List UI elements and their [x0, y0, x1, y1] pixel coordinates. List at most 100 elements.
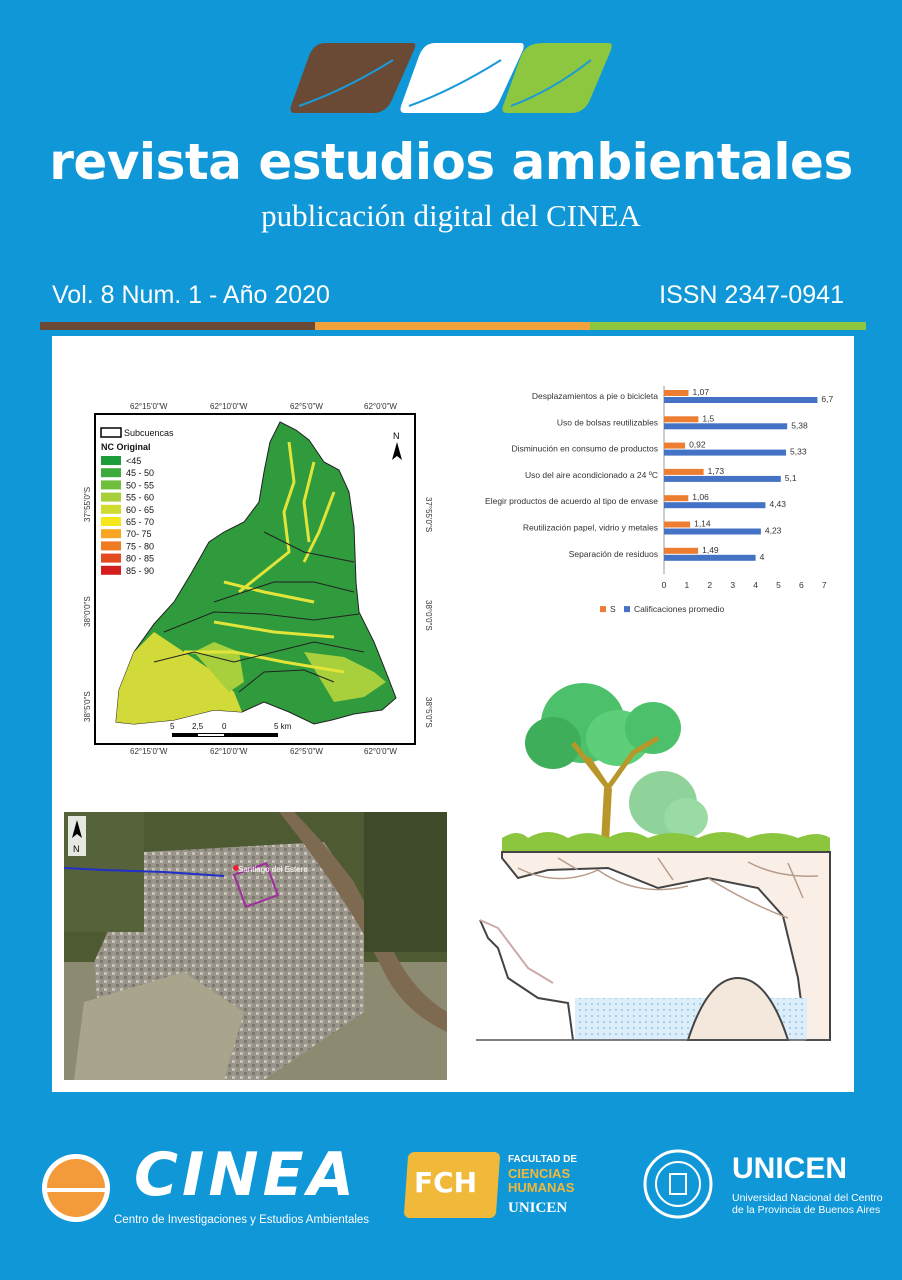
aerial-photo: Santiago del Estero N	[64, 812, 447, 1080]
x-tick-label: 3	[730, 580, 735, 590]
legend-label: S	[610, 604, 616, 614]
x-tick-label: 4	[753, 580, 758, 590]
map-legend: Subcuencas NC Original <45 45 - 50 50 - 55…	[100, 427, 174, 576]
legend-swatch	[600, 606, 606, 613]
watershed-area	[115, 421, 397, 725]
x-tick-label: 7	[822, 580, 827, 590]
data-label: 5,33	[790, 447, 807, 457]
data-label: 1,73	[708, 466, 725, 476]
legend-subcuencas: Subcuencas	[124, 428, 174, 438]
volume-info: Vol. 8 Num. 1 - Año 2020	[52, 281, 330, 309]
lon-label: 62°10'0"W	[210, 402, 248, 411]
legend-label: 75 - 80	[126, 541, 154, 551]
lon-label: 62°15'0"W	[130, 402, 168, 411]
legend-label: 55 - 60	[126, 493, 154, 503]
legend-swatch	[101, 565, 121, 575]
svg-text:N: N	[73, 844, 80, 854]
lon-label: 62°0'0"W	[364, 747, 397, 756]
lon-label: 62°10'0"W	[210, 747, 248, 756]
data-label: 1,14	[694, 519, 711, 529]
svg-text:5 km: 5 km	[274, 722, 292, 731]
lat-label: 38°0'0"S	[83, 596, 92, 627]
lat-label: 37°55'0"S	[424, 497, 433, 532]
legend-swatch	[101, 517, 121, 526]
svg-text:N: N	[393, 431, 400, 441]
bar	[664, 416, 699, 423]
bar	[664, 423, 788, 430]
journal-subtitle: publicación digital del CINEA	[261, 198, 641, 233]
category-label: Uso de bolsas reutilizables	[557, 417, 658, 427]
fch-badge: FCH	[414, 1166, 478, 1199]
brown-leaf-icon	[290, 43, 416, 113]
data-label: 1,06	[692, 492, 709, 502]
x-tick-label: 2	[707, 580, 712, 590]
data-label: 1,5	[702, 413, 714, 423]
legend-swatch	[101, 529, 121, 539]
bar-chart: Desplazamientos a pie o bicicleta 1,07 6,7…	[458, 352, 842, 632]
data-label: 1,49	[702, 545, 719, 555]
legend-swatch	[101, 456, 121, 465]
legend-label: 50 - 55	[126, 480, 154, 490]
bar	[664, 521, 691, 528]
legend-label: 65 - 70	[126, 517, 154, 527]
lat-label: 38°0'0"S	[424, 600, 433, 631]
category-label: Desplazamientos a pie o bicicleta	[532, 391, 658, 401]
bar	[664, 495, 689, 502]
svg-text:5: 5	[170, 722, 175, 731]
legend-swatch	[101, 468, 121, 478]
x-tick-label: 1	[685, 580, 690, 590]
lon-label: 62°0'0"W	[364, 402, 397, 411]
watershed-map: 62°15'0"W 62°10'0"W 62°5'0"W 62°0'0"W 62…	[64, 352, 447, 800]
data-label: 5,1	[785, 473, 797, 483]
legend-title: NC Original	[101, 442, 151, 452]
x-tick-label: 6	[799, 580, 804, 590]
journal-title: revista estudios ambientales	[49, 133, 853, 191]
legend-swatch	[101, 492, 121, 502]
lat-label: 38°5'0"S	[424, 697, 433, 728]
legend-label: <45	[126, 456, 141, 466]
legend-label: 70- 75	[126, 529, 152, 539]
category-label: Uso del aire acondicionado a 24 ºC	[525, 470, 658, 480]
leaves-logo	[290, 43, 612, 113]
issn: ISSN 2347-0941	[659, 281, 844, 309]
legend-swatch	[101, 480, 121, 490]
category-label: Elegir productos de acuerdo al tipo de e…	[485, 496, 658, 506]
x-tick-label: 5	[776, 580, 781, 590]
bar	[664, 468, 704, 475]
cinea-name: CINEA	[134, 1140, 358, 1210]
category-label: Separación de residuos	[569, 549, 658, 559]
legend-label: 60 - 65	[126, 505, 154, 515]
svg-text:2,5: 2,5	[192, 722, 204, 731]
cinea-logo: CINEA Centro de Investigaciones y Estudi…	[40, 1140, 370, 1230]
north-arrow-icon: N	[68, 816, 86, 856]
bar	[664, 390, 689, 396]
data-label: 4,43	[769, 499, 786, 509]
unicen-name: UNICEN	[732, 1152, 848, 1185]
north-arrow-icon: N	[392, 431, 402, 460]
fch-logo: FCH FACULTAD DE CIENCIAS HUMANAS UNICEN	[403, 1148, 596, 1222]
svg-text:0: 0	[222, 722, 227, 731]
place-label: Santiago del Estero	[238, 865, 308, 874]
category-label: Reutilización papel, vidrio y metales	[523, 523, 658, 533]
legend-label: Calificaciones promedio	[634, 604, 725, 614]
legend-swatch	[101, 541, 121, 551]
data-label: 0,92	[689, 440, 706, 450]
data-label: 1,07	[693, 387, 710, 397]
bar	[664, 528, 761, 535]
lon-label: 62°5'0"W	[290, 747, 323, 756]
bar	[664, 397, 818, 403]
data-label: 5,38	[791, 420, 808, 430]
white-leaf-icon	[400, 43, 524, 113]
x-tick-label: 0	[662, 580, 667, 590]
legend-label: 85 - 90	[126, 566, 154, 576]
color-stripe	[40, 322, 866, 330]
bar	[664, 442, 686, 449]
bar	[664, 547, 699, 554]
data-label: 4	[760, 552, 765, 562]
unicen-seal-icon	[643, 1149, 713, 1219]
bar	[664, 554, 756, 561]
scale-bar: 5 2,5 0 5 km	[170, 722, 292, 737]
tree-cave-illustration	[458, 648, 842, 1080]
lon-label: 62°5'0"W	[290, 402, 323, 411]
lon-label: 62°15'0"W	[130, 747, 168, 756]
